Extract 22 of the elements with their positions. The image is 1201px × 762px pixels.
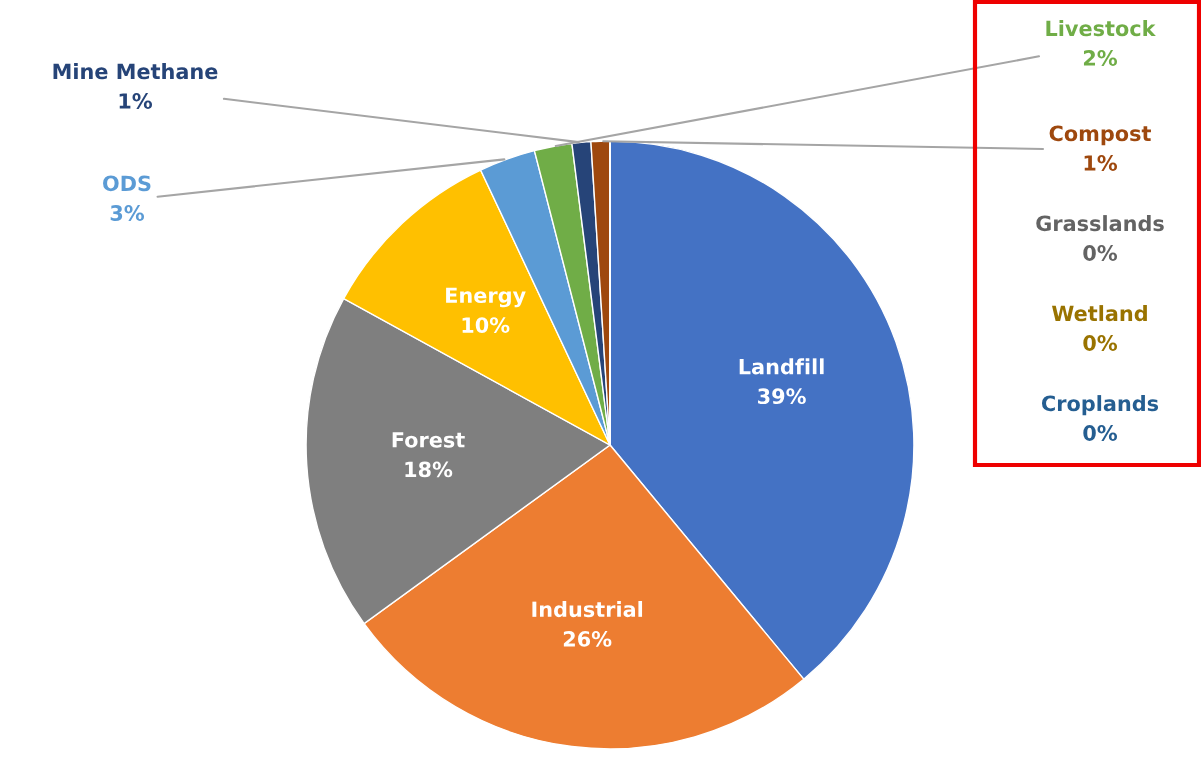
data-label: 1% bbox=[119, 93, 153, 109]
slice-label: Industrial bbox=[532, 601, 643, 618]
slice-label: Compost bbox=[1049, 125, 1151, 146]
slice-label: Forest bbox=[392, 432, 465, 448]
text: 0% bbox=[1083, 425, 1118, 441]
slice-label: Landfill bbox=[739, 358, 824, 375]
data-label: 2% bbox=[1083, 50, 1118, 66]
text: 0% bbox=[1083, 245, 1118, 261]
data-label: 26% bbox=[563, 631, 612, 647]
slice-label: Livestock bbox=[1046, 20, 1156, 37]
slice-label: ODS bbox=[103, 175, 151, 192]
category-label: Wetland bbox=[1051, 305, 1147, 322]
text: 0% bbox=[1083, 335, 1118, 351]
slice-label: Energy bbox=[446, 287, 526, 308]
data-label: 18% bbox=[405, 461, 453, 478]
slice-label: Mine Methane bbox=[53, 63, 218, 80]
category-label: Croplands bbox=[1041, 395, 1159, 416]
data-label: 39% bbox=[758, 388, 806, 405]
data-label: 10% bbox=[462, 317, 510, 333]
category-label: Grasslands bbox=[1036, 215, 1164, 232]
data-label: 3% bbox=[110, 205, 145, 221]
data-label: 1% bbox=[1084, 155, 1118, 171]
